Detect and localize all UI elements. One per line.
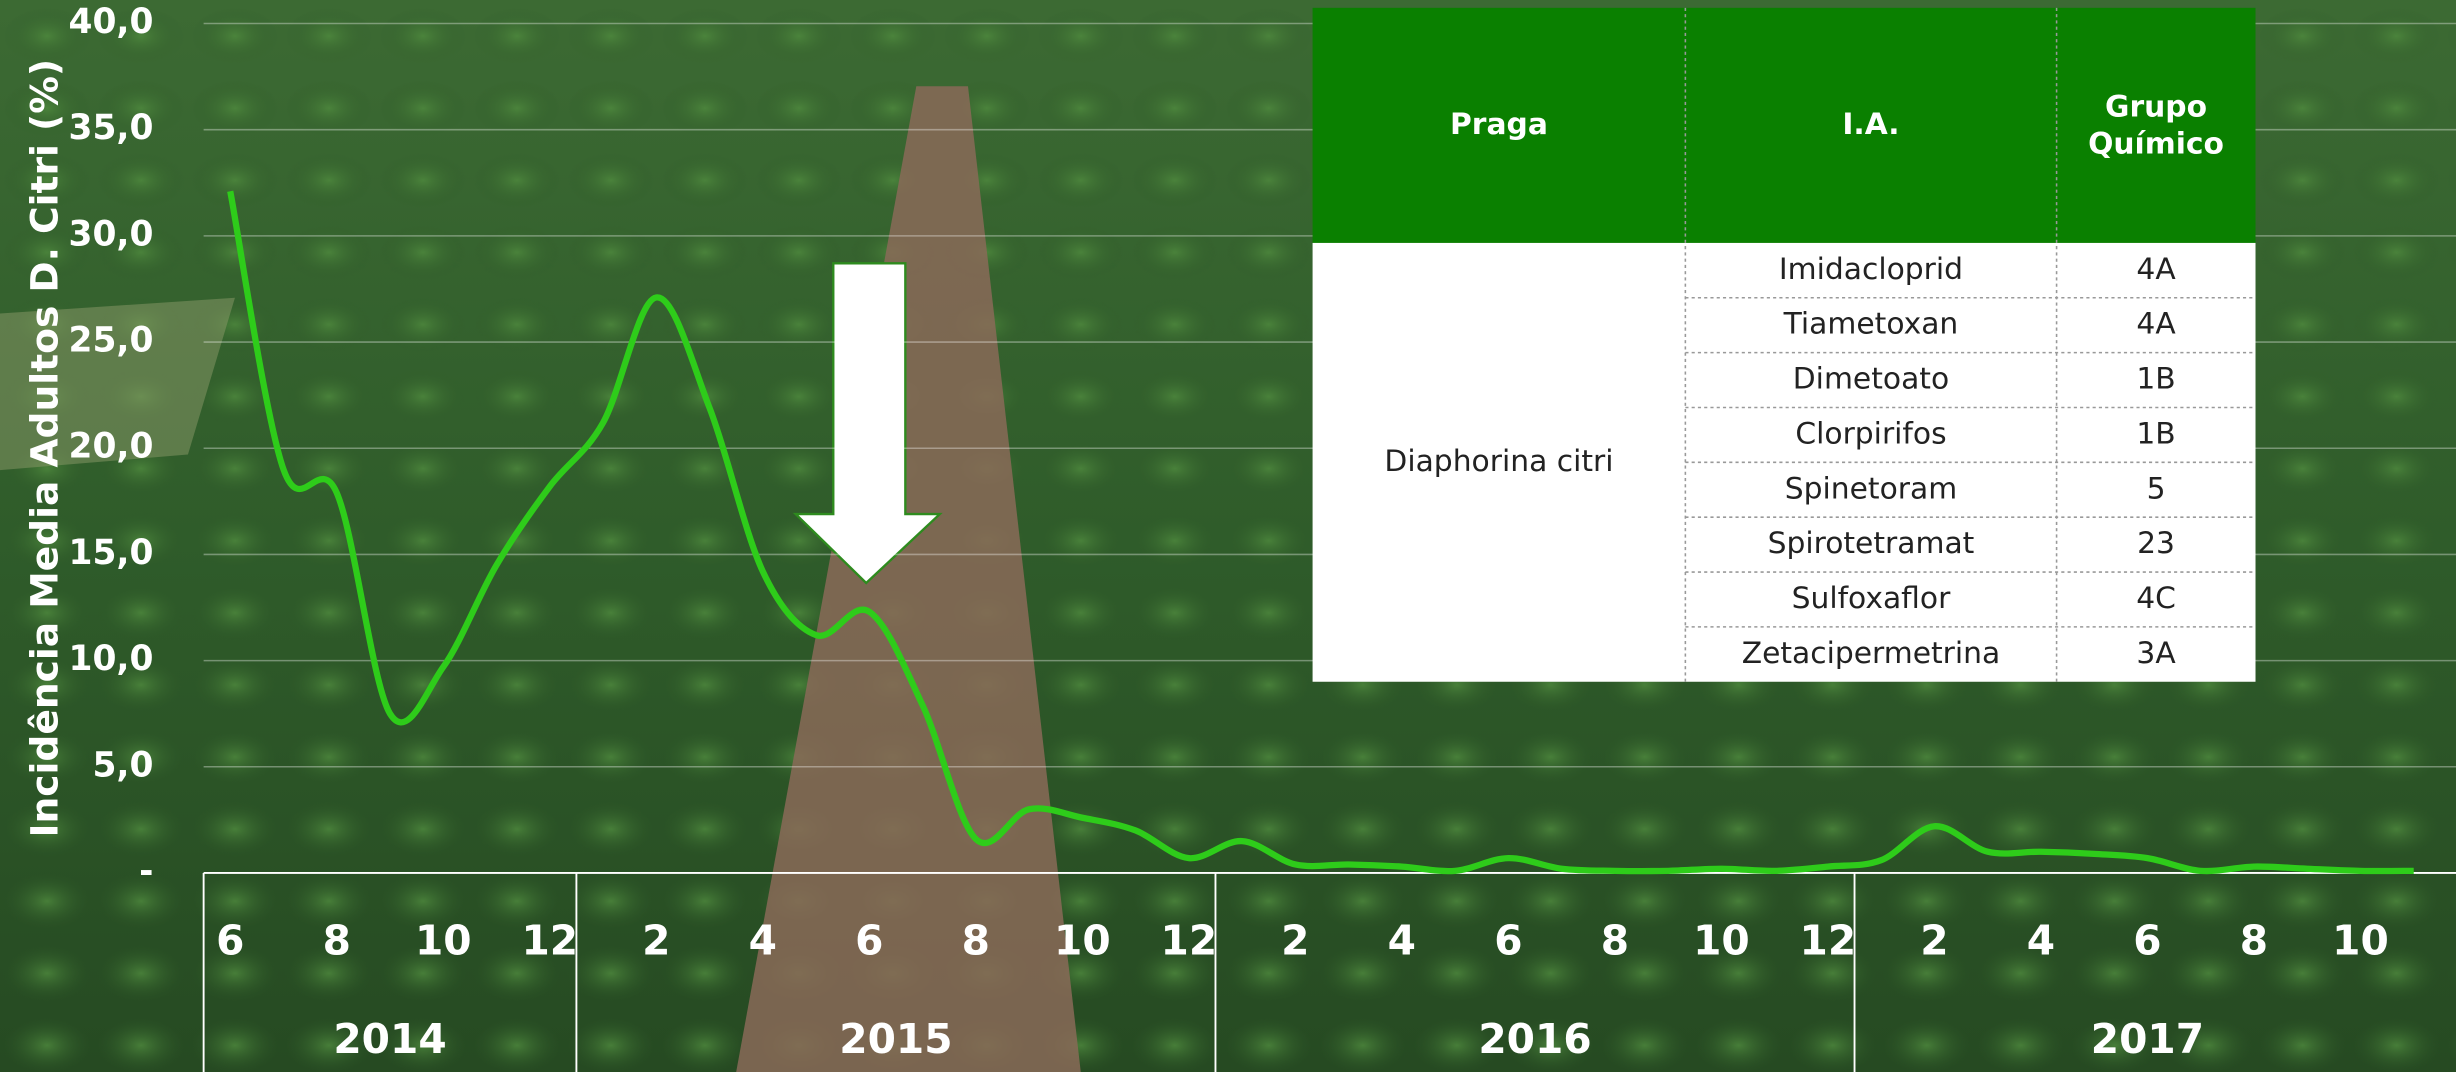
x-tick-label: 4 [1388, 916, 1416, 964]
table-cell: 4A [2136, 307, 2176, 342]
table-cell: Imidacloprid [1779, 252, 1963, 287]
x-tick-label: 6 [216, 916, 244, 964]
y-axis-label: Incidência Media Adultos D. Citri (%) [22, 59, 66, 838]
x-tick-label: 8 [962, 916, 990, 964]
x-tick-label: 6 [855, 916, 883, 964]
y-tick-label: 20,0 [69, 427, 154, 467]
x-tick-label: 10 [1054, 916, 1111, 964]
x-tick-label: 2 [1281, 916, 1309, 964]
x-tick-label: 2 [1920, 916, 1948, 964]
x-tick-label: 8 [2240, 916, 2268, 964]
x-tick-label: 2 [642, 916, 670, 964]
x-tick-label: 12 [1161, 916, 1218, 964]
y-tick-label: 25,0 [69, 321, 154, 361]
table-cell: Clorpirifos [1795, 416, 1946, 451]
x-tick-label: 6 [1494, 916, 1522, 964]
table-cell: Dimetoato [1793, 362, 1949, 397]
table-header: Praga [1450, 107, 1548, 142]
y-tick-label: 40,0 [69, 2, 154, 42]
table-cell: Spinetoram [1785, 471, 1957, 506]
table-cell: 23 [2137, 526, 2175, 561]
y-tick-label: 10,0 [69, 639, 154, 679]
x-tick-label: 12 [1800, 916, 1857, 964]
x-tick-label: 12 [521, 916, 578, 964]
x-tick-label: 6 [2133, 916, 2161, 964]
x-tick-label: 10 [2332, 916, 2389, 964]
table-header: I.A. [1842, 107, 1899, 142]
x-tick-label: 8 [323, 916, 351, 964]
x-tick-label: 4 [2027, 916, 2055, 964]
year-label: 2016 [1478, 1015, 1591, 1063]
table-cell: Spirotetramat [1768, 526, 1975, 561]
year-label: 2017 [2091, 1015, 2204, 1063]
table-cell: 5 [2147, 471, 2166, 506]
table-cell: 1B [2136, 362, 2175, 397]
x-tick-label: 8 [1601, 916, 1629, 964]
table-cell: Sulfoxaflor [1792, 581, 1951, 616]
y-tick-label: 5,0 [92, 745, 153, 785]
y-tick-label: 35,0 [69, 108, 154, 148]
chart: - 5,0 10,0 15,0 20,0 25,0 30,0 35,0 40,0 6 8 10 12 2 4… [0, 0, 2456, 1072]
table-cell: 3A [2136, 636, 2176, 671]
page: {"chart_data": { "type": "line", "y_labe… [0, 0, 2456, 1072]
table-cell: Diaphorina citri [1384, 444, 1613, 479]
table-cell: 4A [2136, 252, 2176, 287]
y-tick-label: - [139, 851, 153, 891]
table-cell: Zetacipermetrina [1742, 636, 2001, 671]
year-label: 2014 [333, 1015, 446, 1063]
x-tick-label: 4 [749, 916, 777, 964]
y-tick-label: 30,0 [69, 214, 154, 254]
x-tick-label: 10 [415, 916, 472, 964]
table-cell: 4C [2136, 581, 2176, 616]
y-tick-label: 15,0 [69, 533, 154, 573]
year-label: 2015 [839, 1015, 952, 1063]
table-cell: Tiametoxan [1783, 307, 1959, 342]
x-tick-label: 10 [1693, 916, 1750, 964]
table-cell: 1B [2136, 416, 2175, 451]
